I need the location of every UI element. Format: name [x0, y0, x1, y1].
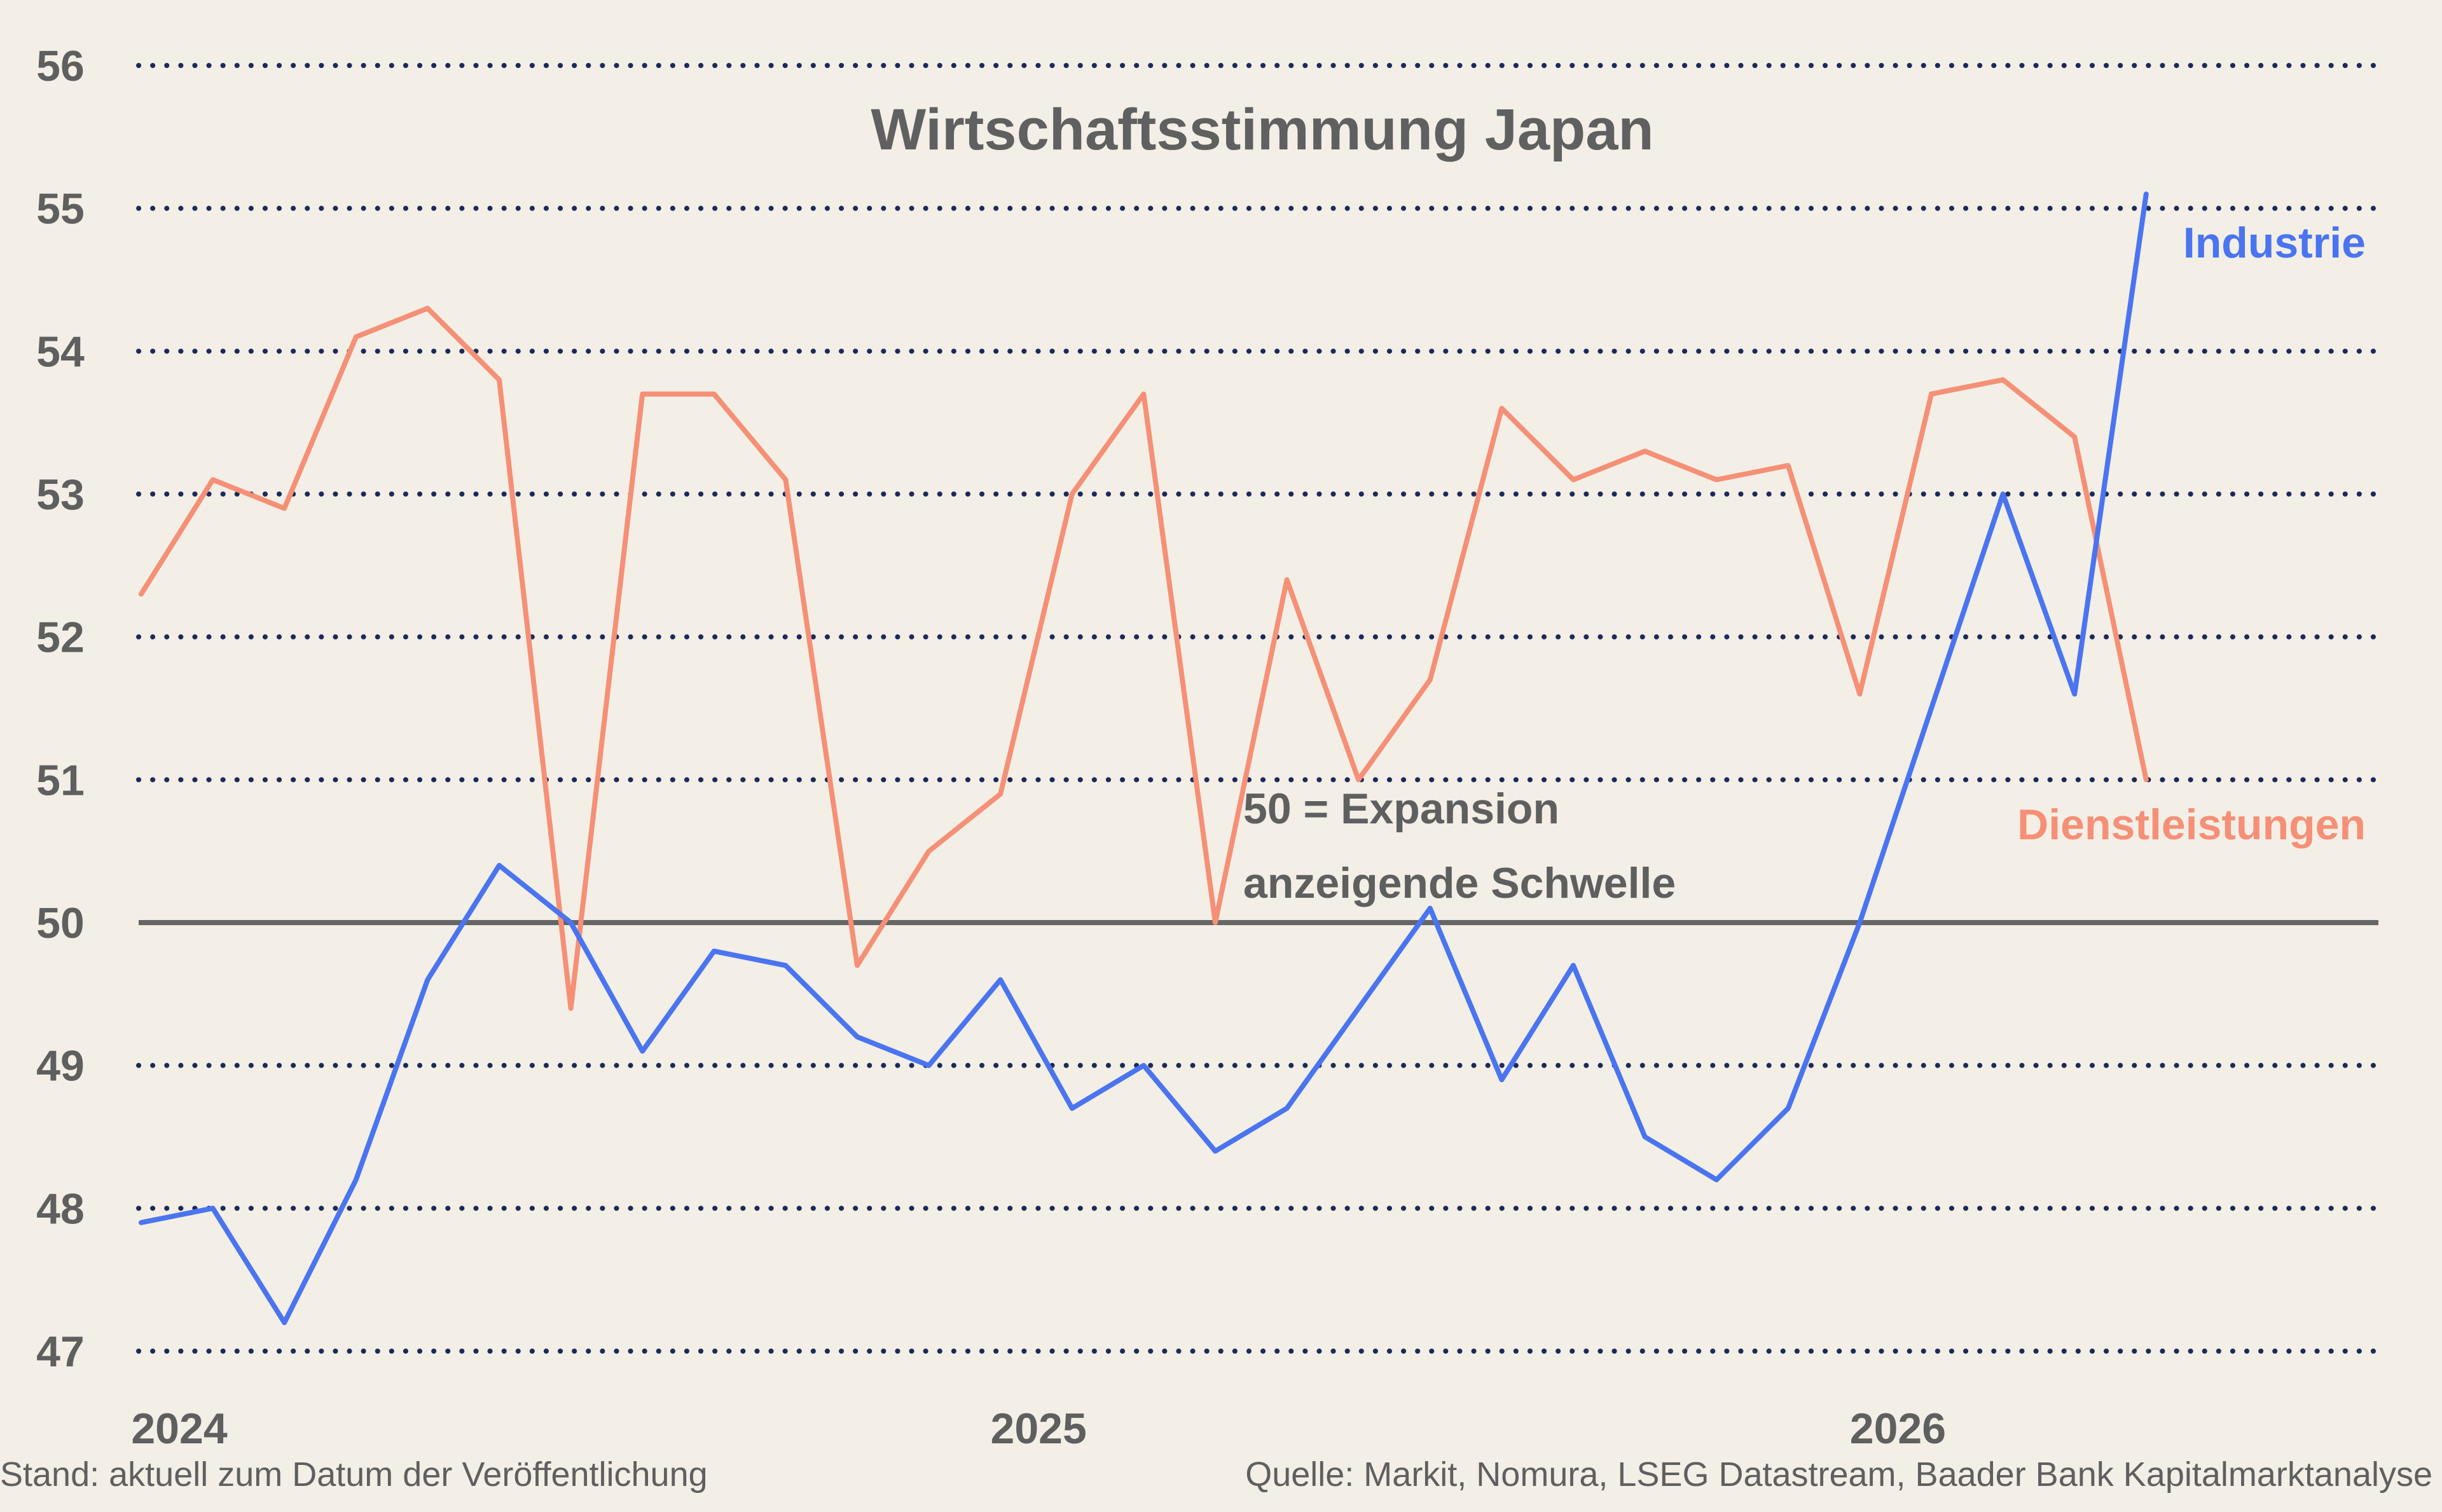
legend-label-industrie: Industrie: [2183, 219, 2366, 267]
x-axis-tick-labels: 2024 2025 2026: [131, 1405, 1946, 1453]
chart-title: Wirtschaftsstimmung Japan: [871, 97, 1653, 162]
x-tick-label-2024: 2024: [131, 1405, 227, 1453]
y-tick-label-53: 53: [36, 471, 85, 519]
x-tick-label-2026: 2026: [1850, 1405, 1946, 1453]
y-tick-label-55: 55: [36, 185, 85, 233]
y-tick-label-54: 54: [36, 327, 85, 376]
y-tick-label-56: 56: [36, 42, 85, 90]
series-line-dienstleistungen: [139, 305, 2149, 1011]
threshold-annotation-line2: anzeigende Schwelle: [1243, 859, 1676, 907]
y-axis-tick-labels: 47 48 49 50 51 52 53 54 55 56: [36, 42, 85, 1376]
y-tick-label-52: 52: [36, 614, 85, 662]
series-lines: [139, 191, 2149, 1326]
series-line-industrie: [139, 191, 2149, 1326]
footer-date-note: Stand: aktuell zum Datum der Veröffentli…: [0, 1455, 708, 1494]
y-tick-label-47: 47: [36, 1328, 85, 1376]
threshold-annotation-line1: 50 = Expansion: [1243, 785, 1559, 833]
x-tick-label-2025: 2025: [991, 1405, 1087, 1453]
y-tick-label-50: 50: [36, 899, 85, 947]
y-tick-label-49: 49: [36, 1042, 85, 1090]
y-tick-label-48: 48: [36, 1185, 85, 1233]
footer-source: Quelle: Markit, Nomura, LSEG Datastream,…: [1245, 1455, 2432, 1494]
legend-label-dienstleistungen: Dienstleistungen: [2017, 801, 2366, 849]
y-tick-label-51: 51: [36, 756, 85, 804]
